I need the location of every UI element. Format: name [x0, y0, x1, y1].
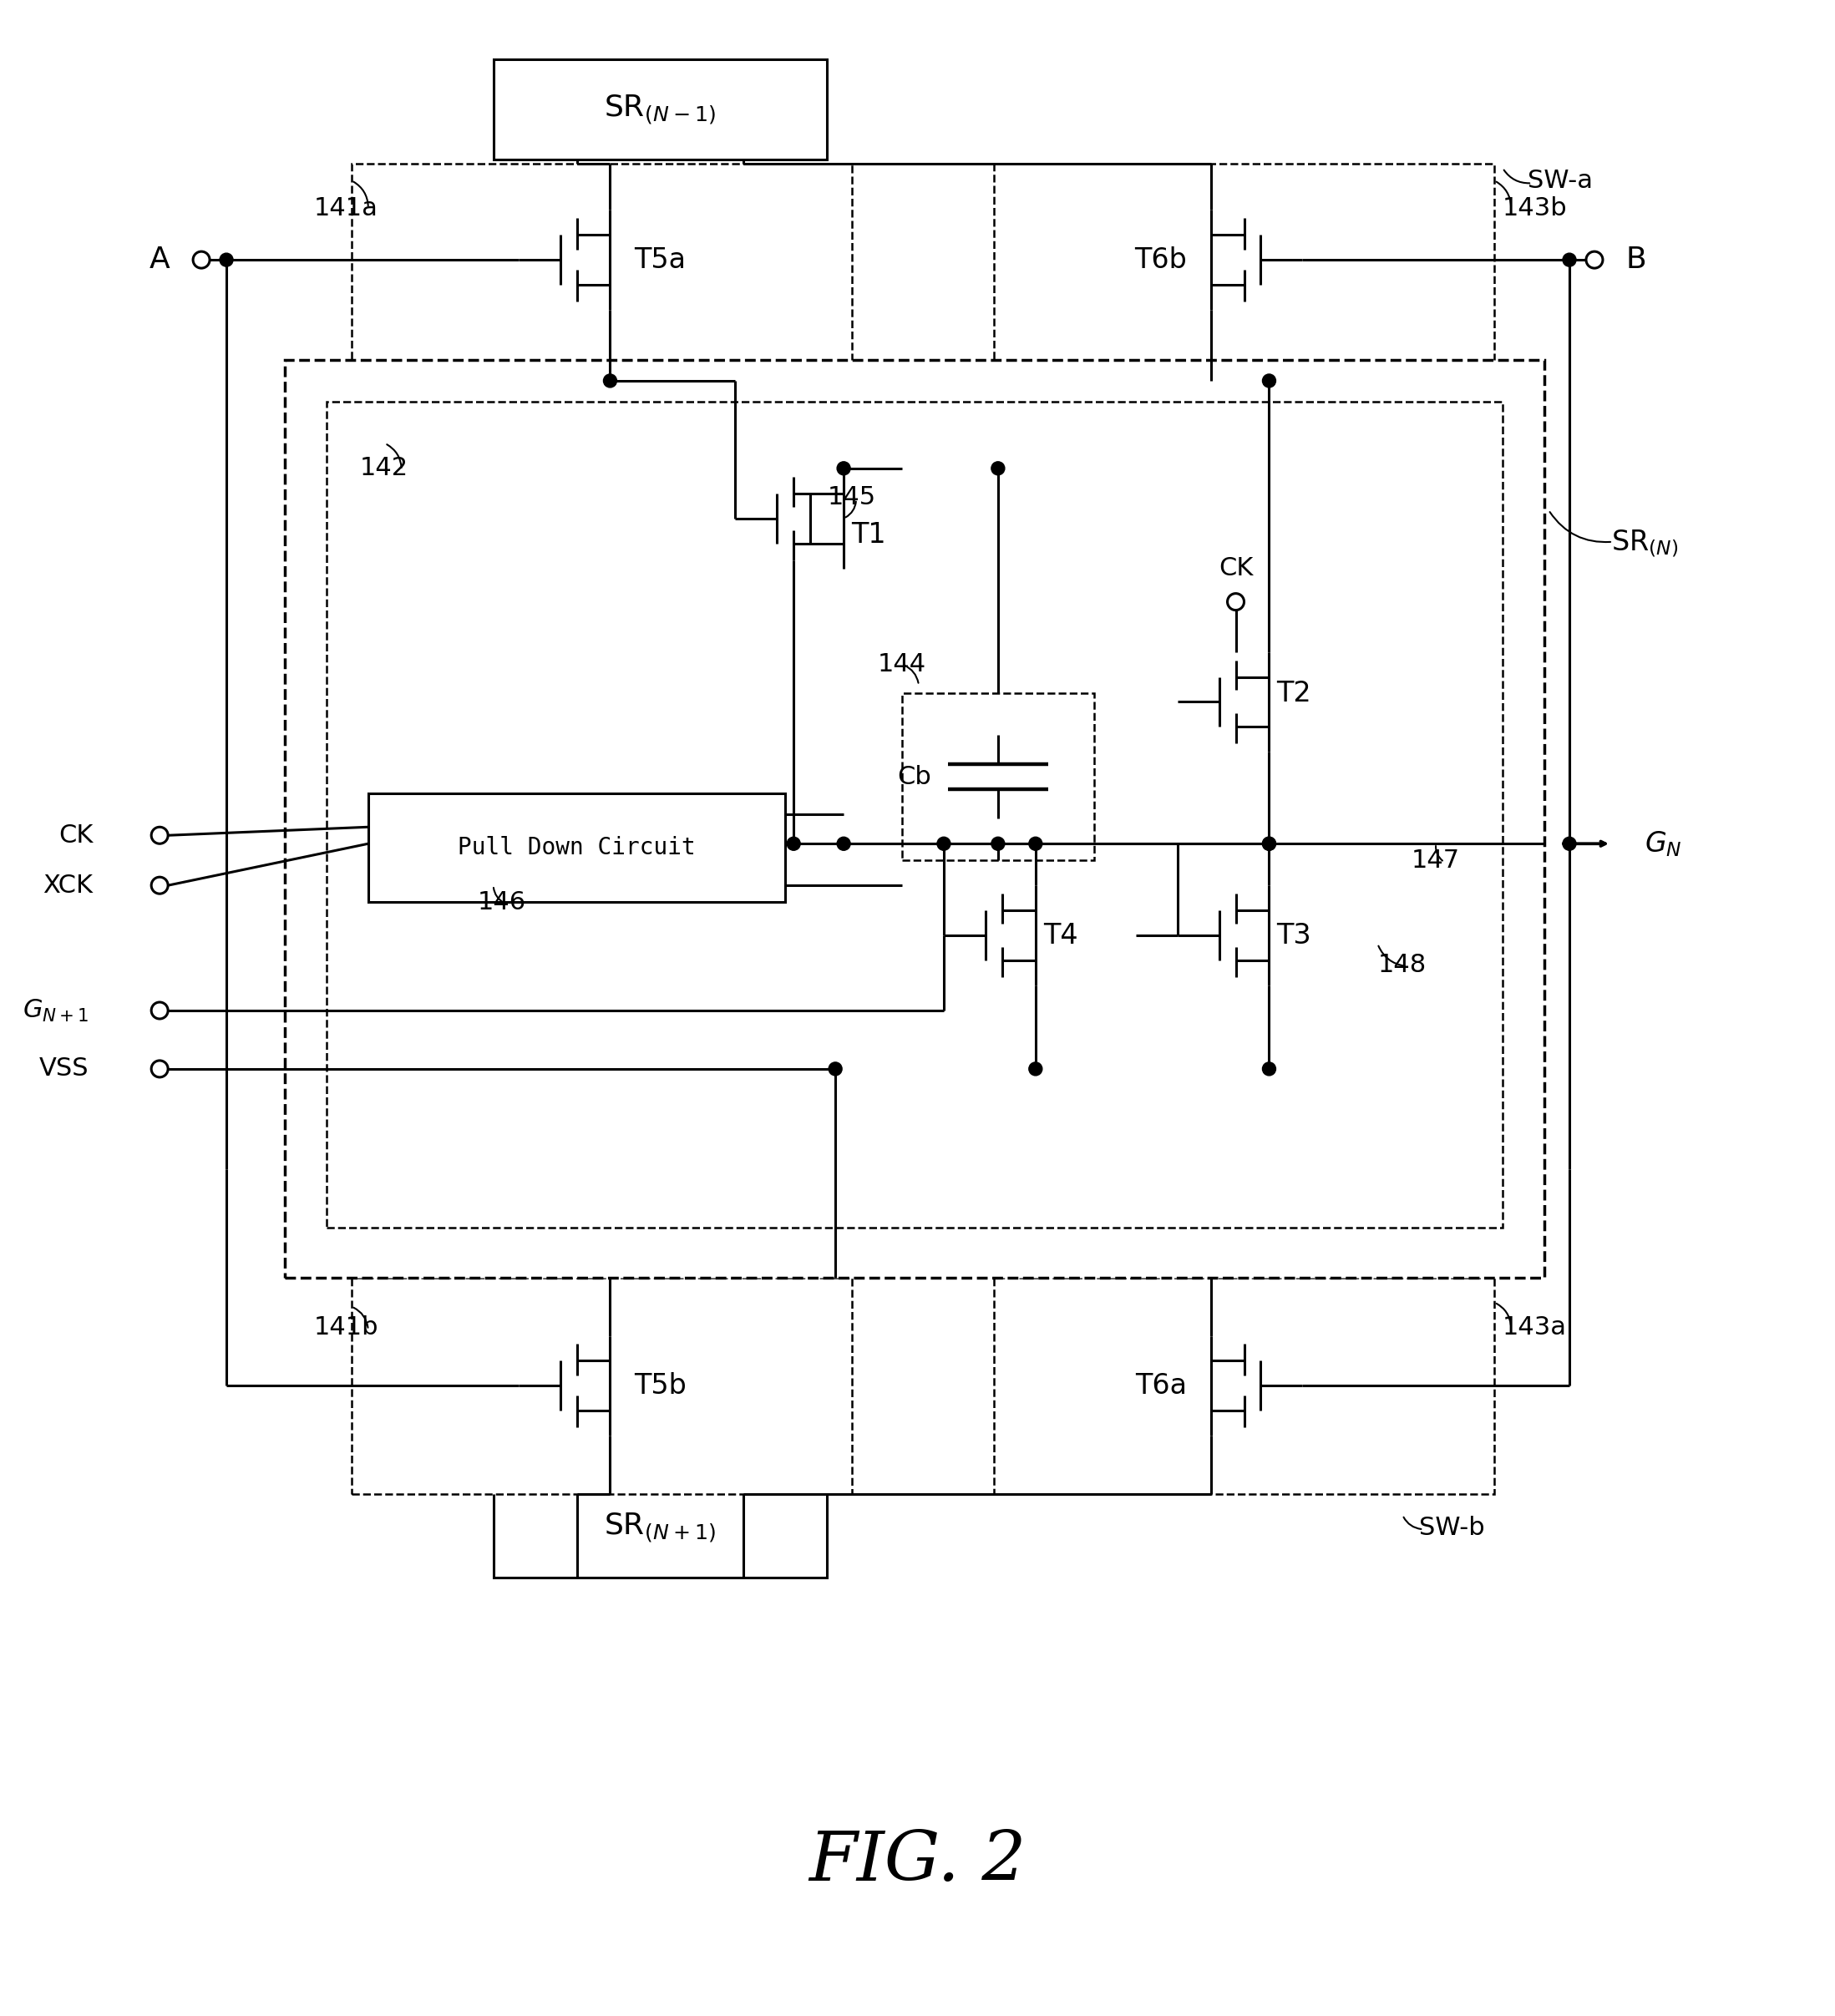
Text: T1: T1	[851, 522, 886, 548]
Bar	[352, 1278, 851, 1494]
Circle shape	[991, 837, 1006, 851]
Bar	[352, 163, 851, 381]
Text: 141b: 141b	[314, 1314, 378, 1339]
Text: T4: T4	[1042, 921, 1077, 950]
Bar	[903, 694, 1094, 861]
Text: 148: 148	[1378, 952, 1428, 976]
Text: 146: 146	[477, 889, 527, 913]
Bar	[995, 1278, 1494, 1494]
Circle shape	[991, 462, 1006, 476]
Text: 141a: 141a	[314, 196, 378, 220]
Bar	[494, 1478, 828, 1579]
Circle shape	[1262, 837, 1275, 851]
Circle shape	[938, 837, 951, 851]
Circle shape	[220, 254, 233, 266]
Bar	[327, 401, 1503, 1228]
Circle shape	[837, 837, 850, 851]
Bar	[494, 60, 828, 159]
Circle shape	[604, 375, 617, 387]
Text: 143b: 143b	[1503, 196, 1567, 220]
Text: $G_{N+1}$: $G_{N+1}$	[22, 998, 88, 1024]
Text: SW-b: SW-b	[1418, 1516, 1485, 1540]
Text: XCK: XCK	[42, 873, 94, 897]
Text: T2: T2	[1277, 679, 1312, 708]
Text: SR$_{(N)}$: SR$_{(N)}$	[1611, 528, 1679, 558]
Bar	[995, 163, 1494, 381]
Bar	[284, 361, 1545, 1278]
Circle shape	[1262, 375, 1275, 387]
Text: T5a: T5a	[635, 246, 686, 274]
Text: 145: 145	[828, 486, 877, 510]
Circle shape	[837, 462, 850, 476]
Text: A: A	[149, 246, 171, 274]
Text: 147: 147	[1411, 849, 1461, 873]
Circle shape	[1262, 837, 1275, 851]
Circle shape	[829, 1062, 842, 1077]
Circle shape	[1563, 254, 1576, 266]
Text: T5b: T5b	[633, 1373, 686, 1399]
Circle shape	[1029, 837, 1042, 851]
Circle shape	[1262, 1062, 1275, 1077]
Circle shape	[787, 837, 800, 851]
Text: SR$_{(N-1)}$: SR$_{(N-1)}$	[604, 93, 716, 127]
Text: VSS: VSS	[39, 1056, 88, 1081]
Text: 144: 144	[877, 653, 927, 677]
Bar	[369, 794, 785, 901]
Text: T6b: T6b	[1134, 246, 1187, 274]
Circle shape	[1029, 1062, 1042, 1077]
Text: T3: T3	[1277, 921, 1312, 950]
Text: SW-a: SW-a	[1529, 169, 1593, 194]
Text: $G_N$: $G_N$	[1644, 829, 1683, 859]
Text: 142: 142	[360, 456, 409, 480]
Text: CK: CK	[59, 823, 94, 847]
Text: B: B	[1626, 246, 1646, 274]
Text: Cb: Cb	[897, 764, 932, 788]
Text: Pull Down Circuit: Pull Down Circuit	[457, 837, 695, 859]
Circle shape	[1563, 837, 1576, 851]
Text: CK: CK	[1218, 556, 1253, 581]
Text: 143a: 143a	[1503, 1314, 1567, 1339]
Text: FIG. 2: FIG. 2	[809, 1829, 1026, 1895]
Text: T6a: T6a	[1134, 1373, 1187, 1399]
Text: SR$_{(N+1)}$: SR$_{(N+1)}$	[604, 1512, 716, 1544]
